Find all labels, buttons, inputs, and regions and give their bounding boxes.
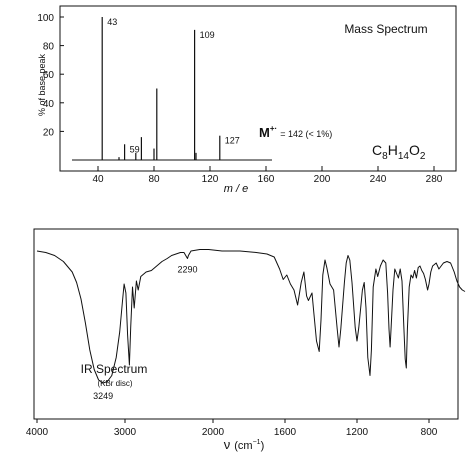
ms-x-tick-label: 240 xyxy=(370,174,387,185)
ms-y-tick-label: 100 xyxy=(37,13,54,24)
ms-x-tick-label: 40 xyxy=(92,174,104,185)
ir-frame xyxy=(33,228,459,420)
ms-peak-label: 59 xyxy=(130,144,140,154)
ms-x-tick-label: 280 xyxy=(426,174,443,185)
ir-peak-label: 3249 xyxy=(93,391,113,401)
ms-x-tick-label: 200 xyxy=(314,174,331,185)
ms-title: Mass Spectrum xyxy=(344,22,427,36)
ir-x-tick-label: 3000 xyxy=(114,427,137,438)
ir-x-tick-label: 800 xyxy=(421,427,438,438)
ms-x-ticks: 40 80 120 160 200 240 280 xyxy=(92,166,443,185)
ms-x-tick-label: 120 xyxy=(202,174,219,185)
ms-y-axis-label: % of base peak xyxy=(37,53,47,116)
molecular-ion-label: M+·= 142 (< 1%) xyxy=(259,124,332,140)
ir-x-tick-label: 4000 xyxy=(26,427,49,438)
ms-peak-label: 109 xyxy=(200,30,215,40)
ir-x-axis-label: ν (cm−1) xyxy=(224,437,264,452)
ms-y-tick-label: 80 xyxy=(43,42,55,53)
ms-y-tick-label: 40 xyxy=(43,99,55,110)
ir-title: IR Spectrum xyxy=(81,362,148,376)
ms-y-tick-label: 20 xyxy=(43,127,55,138)
ir-x-tick-label: 2000 xyxy=(202,427,225,438)
molecular-formula: C8H14O2 xyxy=(372,142,426,162)
ir-x-tick-label: 1200 xyxy=(346,427,369,438)
ms-peak-label: 43 xyxy=(107,17,117,27)
ir-spectrum-panel: 4000 3000 2000 1600 1200 800 3249 2290 IR Spec… xyxy=(26,228,466,452)
ms-y-tick-label: 60 xyxy=(43,70,55,81)
ms-peaks: 43 59 109 127 xyxy=(101,17,240,160)
ir-x-ticks: 4000 3000 2000 1600 1200 800 xyxy=(26,419,438,438)
ir-peak-label: 2290 xyxy=(177,265,197,275)
ir-x-tick-label: 1600 xyxy=(274,427,297,438)
ms-frame xyxy=(59,5,457,172)
ir-subtitle: (KBr disc) xyxy=(97,379,132,388)
ir-annotations: 3249 2290 xyxy=(93,265,197,402)
mass-spectrum-panel: 43 59 109 127 20 40 60 80 100 40 80 120 160 200 240 2… xyxy=(37,5,457,195)
ms-x-tick-label: 160 xyxy=(258,174,275,185)
ms-peak-label: 127 xyxy=(225,136,240,146)
ms-x-axis-label: m / e xyxy=(224,183,248,195)
ir-series-line xyxy=(36,249,466,384)
ms-y-ticks: 20 40 60 80 100 xyxy=(37,13,64,138)
ms-x-tick-label: 80 xyxy=(148,174,160,185)
